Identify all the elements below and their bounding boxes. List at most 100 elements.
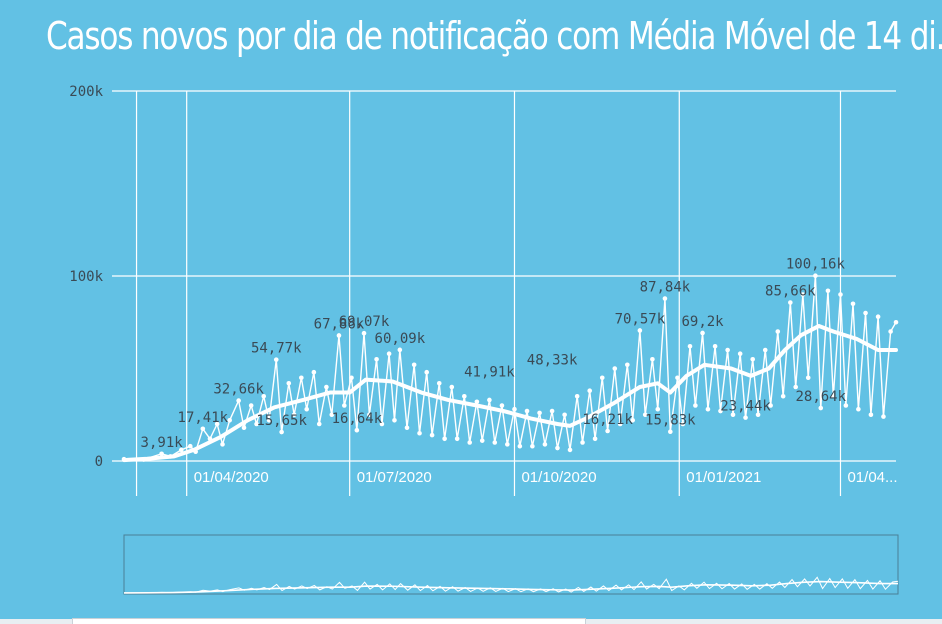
- bottom-control[interactable]: [72, 618, 586, 624]
- data-label: 100,16k: [786, 257, 846, 273]
- daily-point: [755, 412, 761, 418]
- daily-point: [655, 406, 661, 412]
- daily-point: [349, 375, 354, 381]
- data-label: 70,57k: [615, 311, 666, 327]
- x-tick-label: 01/07/2020: [357, 469, 432, 486]
- daily-point: [718, 408, 723, 414]
- daily-point: [788, 300, 793, 305]
- daily-point: [304, 406, 310, 412]
- data-labels-layer: 3,91k 17,41k 32,66k 54,77k 15,65k 67,86k 16,64…: [141, 257, 847, 451]
- daily-point: [241, 425, 247, 431]
- daily-point: [474, 399, 480, 405]
- moving-average-line: [122, 323, 898, 463]
- daily-point: [424, 369, 430, 375]
- daily-point: [505, 442, 510, 447]
- daily-point: [642, 412, 648, 418]
- daily-point: [580, 440, 585, 445]
- daily-point: [768, 403, 773, 408]
- daily-point: [838, 292, 843, 297]
- daily-point: [617, 421, 623, 427]
- daily-point: [487, 397, 492, 403]
- data-label: 32,66k: [213, 382, 264, 398]
- daily-point: [743, 415, 748, 420]
- daily-point: [630, 418, 635, 423]
- brush-average-line: [123, 580, 898, 594]
- daily-point: [436, 381, 442, 386]
- daily-point: [291, 412, 297, 418]
- daily-point: [574, 393, 580, 399]
- data-label: 69,2k: [681, 314, 724, 330]
- daily-point: [775, 329, 781, 334]
- data-label: 15,83k: [645, 413, 696, 429]
- daily-point: [542, 442, 548, 447]
- daily-point: [800, 292, 806, 297]
- range-brush[interactable]: [123, 534, 899, 595]
- daily-point: [587, 388, 593, 394]
- daily-point: [517, 443, 523, 449]
- daily-point: [392, 418, 397, 423]
- daily-point: [637, 328, 643, 333]
- daily-point: [454, 436, 460, 442]
- daily-point: [555, 445, 560, 451]
- daily-point: [705, 406, 711, 412]
- daily-point: [214, 421, 220, 427]
- daily-point: [687, 344, 693, 349]
- daily-point: [700, 330, 705, 336]
- data-label: 23,44k: [720, 399, 771, 415]
- daily-point: [843, 403, 849, 408]
- daily-point: [361, 330, 367, 336]
- daily-point: [286, 381, 292, 386]
- x-tick-label: 01/04...: [847, 469, 897, 486]
- data-label: 16,64k: [332, 411, 383, 427]
- daily-point: [562, 412, 567, 418]
- daily-point: [279, 429, 284, 435]
- daily-point: [863, 310, 868, 316]
- daily-point: [868, 412, 874, 418]
- data-label: 15,65k: [256, 413, 307, 429]
- daily-point: [750, 356, 756, 362]
- daily-point: [367, 412, 372, 418]
- daily-point: [411, 362, 417, 368]
- x-tick-label: 01/04/2020: [194, 469, 269, 486]
- daily-point: [875, 314, 881, 320]
- daily-point: [316, 421, 322, 427]
- daily-point: [888, 329, 893, 334]
- chart-title: Casos novos por dia de notificação com M…: [46, 14, 942, 58]
- daily-point: [499, 403, 505, 408]
- daily-point: [693, 403, 698, 408]
- daily-point: [429, 432, 435, 438]
- daily-point: [386, 351, 392, 357]
- daily-point: [299, 375, 304, 381]
- daily-point: [397, 347, 403, 353]
- daily-series-layer: [121, 273, 899, 462]
- daily-point: [442, 436, 447, 442]
- data-label: 48,33k: [527, 353, 578, 369]
- data-label: 41,91k: [464, 364, 515, 380]
- daily-point: [850, 301, 856, 307]
- x-tick-label: 01/10/2020: [521, 469, 596, 486]
- daily-point: [725, 347, 730, 353]
- daily-point: [762, 347, 768, 353]
- daily-point: [324, 384, 329, 390]
- daily-point: [793, 384, 798, 390]
- daily-point: [625, 362, 630, 368]
- daily-point: [404, 425, 410, 431]
- data-label: 67,86k: [314, 316, 365, 332]
- data-label: 28,64k: [795, 389, 846, 405]
- daily-point: [599, 375, 605, 381]
- data-label: 54,77k: [251, 341, 302, 357]
- brush-frame: [123, 534, 899, 595]
- daily-point: [780, 393, 786, 399]
- moving-average-layer: [122, 323, 898, 463]
- data-label: 69,07k: [339, 314, 390, 330]
- daily-point: [200, 426, 206, 432]
- daily-point: [266, 418, 272, 423]
- daily-series-line: [123, 275, 897, 461]
- daily-point: [668, 429, 673, 435]
- data-label: 85,66k: [765, 284, 816, 300]
- daily-point: [831, 393, 836, 399]
- daily-point: [467, 440, 472, 445]
- daily-point: [311, 369, 317, 375]
- daily-point: [680, 421, 686, 427]
